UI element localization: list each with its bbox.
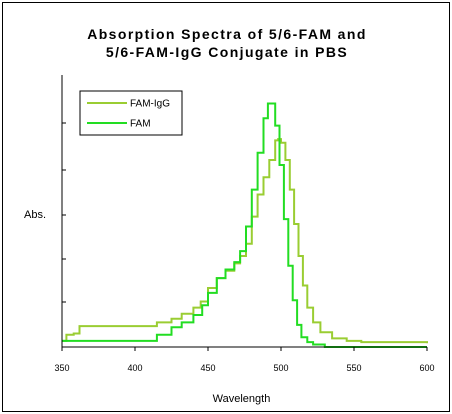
x-tick-label-400: 400 xyxy=(127,363,142,373)
x-tick-label-600: 600 xyxy=(419,363,434,373)
legend-label-fam-igg: FAM-IgG xyxy=(130,99,170,110)
x-tick-label-450: 450 xyxy=(200,363,215,373)
chart-title: Absorption Spectra of 5/6-FAM and 5/6-FA… xyxy=(3,25,451,61)
legend-box xyxy=(79,90,183,136)
series-line-fam xyxy=(62,102,427,348)
chart-title-line-2: 5/6-FAM-IgG Conjugate in PBS xyxy=(105,44,349,60)
plot-area xyxy=(62,102,428,348)
y-axis-label: Abs. xyxy=(24,209,46,221)
x-tick-label-550: 550 xyxy=(346,363,361,373)
axes: 350 400 450 500 550 600 Wavelength Abs. xyxy=(24,75,435,405)
series-line-fam-igg xyxy=(62,138,428,344)
legend-label-fam: FAM xyxy=(130,119,151,130)
x-tick-label-350: 350 xyxy=(54,363,69,373)
x-axis-label: Wavelength xyxy=(213,393,271,405)
x-tick-label-500: 500 xyxy=(273,363,288,373)
legend: FAM-IgG FAM xyxy=(79,90,183,136)
chart-title-line-1: Absorption Spectra of 5/6-FAM and xyxy=(87,26,367,42)
